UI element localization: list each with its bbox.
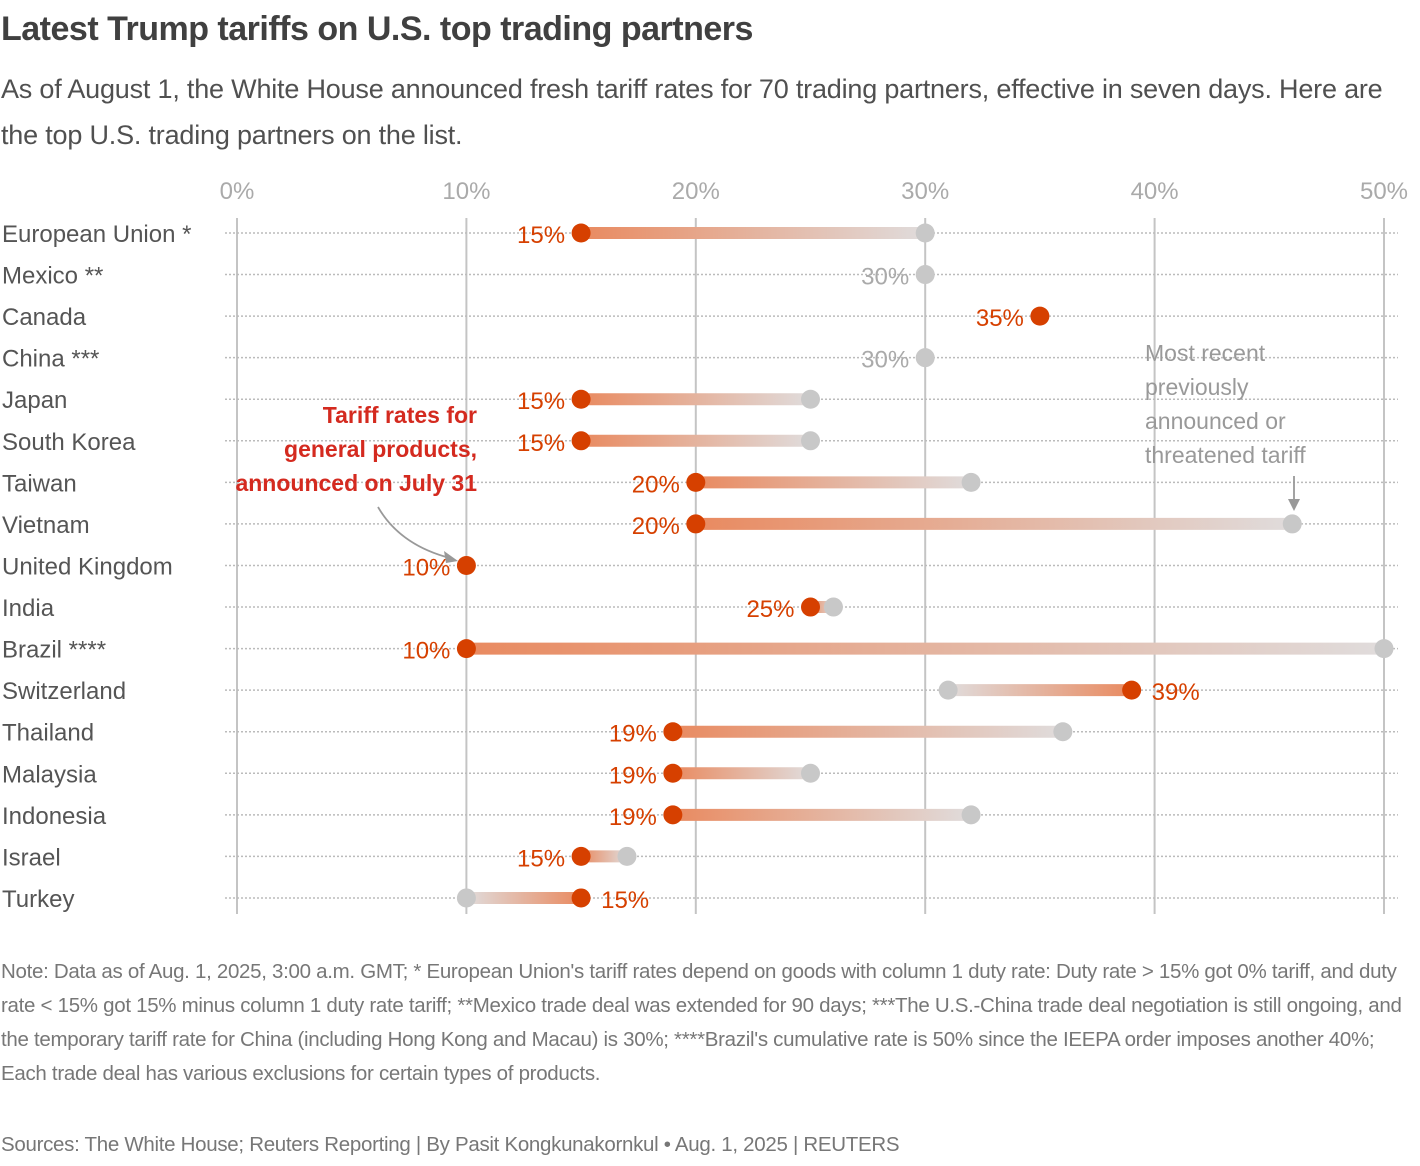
previous-tariff-dot	[915, 348, 935, 368]
value-label: 15%	[517, 388, 565, 415]
annotation-previous-line: announced or	[1145, 408, 1286, 434]
new-tariff-dot	[686, 472, 706, 492]
chart-title: Latest Trump tariffs on U.S. top trading…	[1, 10, 753, 48]
new-tariff-dot	[571, 223, 591, 243]
chart-note: Note: Data as of Aug. 1, 2025, 3:00 a.m.…	[1, 960, 1402, 1085]
new-tariff-dot	[571, 846, 591, 866]
arrowhead-icon	[1288, 499, 1300, 511]
previous-tariff-dot	[961, 472, 981, 492]
previous-tariff-dot	[1053, 722, 1073, 742]
x-tick-label: 10%	[442, 178, 490, 205]
previous-tariff-dot	[801, 389, 820, 409]
new-tariff-dot	[1030, 306, 1050, 326]
value-label: 15%	[517, 845, 565, 872]
new-tariff-dot	[663, 722, 683, 742]
previous-tariff-dot	[1374, 639, 1394, 659]
previous-tariff-dot	[456, 888, 476, 908]
value-label: 15%	[517, 430, 565, 457]
country-label: Japan	[2, 387, 67, 414]
value-label: 35%	[976, 305, 1024, 332]
country-label: Turkey	[2, 886, 74, 913]
new-tariff-dot	[663, 763, 683, 783]
value-label: 30%	[861, 264, 909, 291]
chart-source: Sources: The White House; Reuters Report…	[1, 1133, 900, 1156]
country-label: Taiwan	[2, 470, 77, 497]
annotation-new-line: general products,	[284, 436, 477, 462]
country-label: United Kingdom	[2, 553, 173, 580]
x-tick-label: 20%	[672, 178, 720, 205]
new-tariff-dot	[456, 639, 476, 659]
annotation-arrow	[377, 506, 451, 559]
country-label: Mexico **	[2, 263, 103, 290]
new-tariff-dot	[571, 389, 591, 409]
previous-tariff-dot	[938, 680, 958, 700]
country-label: European Union *	[2, 221, 191, 248]
value-label: 30%	[861, 347, 909, 374]
country-label: India	[2, 595, 55, 622]
annotation-previous-line: threatened tariff	[1145, 442, 1306, 468]
new-tariff-dot	[571, 431, 591, 451]
new-tariff-dot	[663, 805, 683, 825]
annotation-previous-line: previously	[1145, 374, 1249, 400]
value-label: 10%	[402, 638, 450, 665]
x-tick-label: 40%	[1131, 178, 1179, 205]
country-label: Canada	[2, 304, 87, 331]
country-label: South Korea	[2, 429, 136, 456]
value-label: 20%	[632, 471, 680, 498]
new-tariff-dot	[1122, 680, 1142, 700]
previous-tariff-dot	[823, 597, 843, 617]
new-tariff-dot	[456, 555, 476, 575]
value-label: 10%	[402, 554, 450, 581]
previous-tariff-dot	[961, 805, 981, 825]
country-label: China ***	[2, 346, 99, 373]
dumbbell-chart: 0% 10% 20% 30% 40% 50% European Union * 15% Mex…	[2, 178, 1408, 914]
country-label: Switzerland	[2, 678, 126, 705]
value-label: 19%	[609, 721, 657, 748]
country-label: Vietnam	[2, 512, 90, 539]
x-tick-label: 50%	[1360, 178, 1408, 205]
chart-subtitle: As of August 1, the White House announce…	[1, 74, 1383, 150]
previous-tariff-dot	[617, 846, 637, 866]
previous-tariff-dot	[915, 265, 935, 285]
value-label: 19%	[609, 762, 657, 789]
previous-tariff-dot	[801, 763, 820, 783]
value-label: 15%	[601, 887, 649, 914]
annotation-new-line: announced on July 31	[235, 470, 477, 496]
value-label: 39%	[1152, 679, 1200, 706]
country-label: Thailand	[2, 720, 94, 747]
x-tick-label: 0%	[220, 178, 255, 205]
country-label: Indonesia	[2, 803, 107, 830]
value-label: 20%	[632, 513, 680, 540]
value-label: 15%	[517, 222, 565, 249]
previous-tariff-dot	[1282, 514, 1302, 534]
previous-tariff-dot	[915, 223, 935, 243]
value-label: 25%	[746, 596, 794, 623]
value-label: 19%	[609, 804, 657, 831]
country-label: Malaysia	[2, 761, 97, 788]
country-label: Brazil ****	[2, 637, 106, 664]
previous-tariff-dot	[801, 431, 820, 451]
new-tariff-dot	[571, 888, 591, 908]
annotation-previous-line: Most recent	[1145, 340, 1266, 366]
new-tariff-dot	[686, 514, 706, 534]
x-tick-label: 30%	[901, 178, 949, 205]
country-label: Israel	[2, 844, 61, 871]
annotation-new-line: Tariff rates for	[323, 402, 477, 428]
new-tariff-dot	[801, 597, 820, 617]
arrowhead-icon	[444, 551, 458, 563]
